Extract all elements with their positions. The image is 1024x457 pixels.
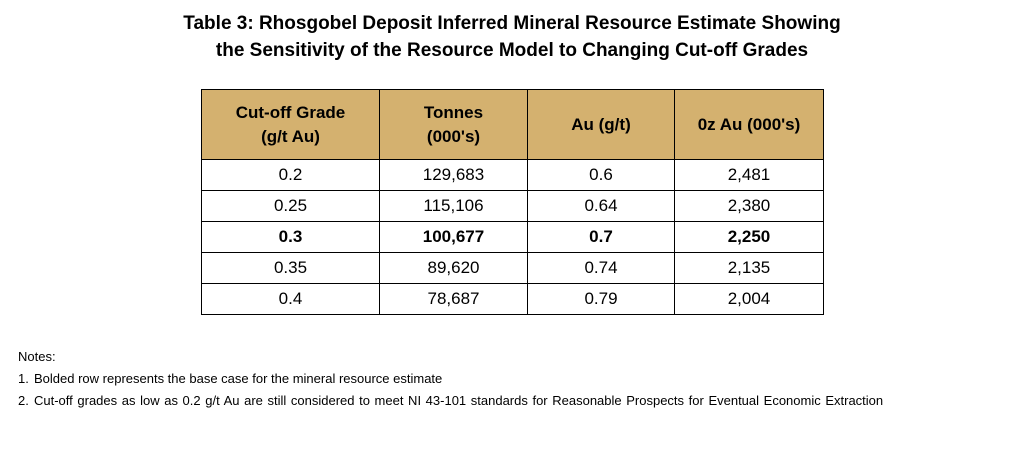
cell-cutoff: 0.3: [201, 221, 380, 253]
cell-au: 0.6: [527, 159, 675, 191]
cell-cutoff: 0.4: [201, 283, 380, 315]
table-row: 0.35 89,620 0.74 2,135: [201, 252, 824, 284]
cell-oz: 2,135: [674, 252, 824, 284]
table-title: Table 3: Rhosgobel Deposit Inferred Mine…: [0, 10, 1024, 64]
cell-au: 0.74: [527, 252, 675, 284]
cell-tonnes: 115,106: [379, 190, 528, 222]
cell-tonnes: 89,620: [379, 252, 528, 284]
header-tonnes-line-1: Tonnes: [423, 102, 484, 122]
table-row-base-case: 0.3 100,677 0.7 2,250: [201, 221, 824, 253]
cell-cutoff: 0.35: [201, 252, 380, 284]
notes-section: Notes: 1. Bolded row represents the base…: [18, 346, 1008, 412]
note-text: Bolded row represents the base case for …: [34, 371, 443, 386]
header-au-grade: Au (g/t): [527, 89, 675, 160]
header-au-grade-line-1: Au (g/t): [571, 114, 631, 134]
note-item: 1. Bolded row represents the base case f…: [18, 368, 1008, 390]
cell-oz: 2,380: [674, 190, 824, 222]
header-cutoff-grade-line-1: Cut-off Grade: [235, 102, 346, 122]
resource-estimate-table: Cut-off Grade (g/t Au) Tonnes (000's) Au…: [201, 89, 824, 315]
notes-heading: Notes:: [18, 349, 56, 364]
header-oz-au-line-1: 0z Au (000's): [697, 114, 801, 134]
cell-cutoff: 0.2: [201, 159, 380, 191]
note-number: 2.: [18, 393, 29, 408]
header-tonnes-line-2: (000's): [426, 126, 481, 146]
note-number: 1.: [18, 371, 29, 386]
table-header-row: Cut-off Grade (g/t Au) Tonnes (000's) Au…: [201, 89, 824, 160]
table-row: 0.2 129,683 0.6 2,481: [201, 159, 824, 191]
table-title-line-1: Table 3: Rhosgobel Deposit Inferred Mine…: [183, 13, 841, 34]
cell-cutoff: 0.25: [201, 190, 380, 222]
header-cutoff-grade-line-2: (g/t Au): [261, 126, 320, 146]
cell-tonnes: 78,687: [379, 283, 528, 315]
cell-oz: 2,250: [674, 221, 824, 253]
table-row: 0.4 78,687 0.79 2,004: [201, 283, 824, 315]
cell-au: 0.64: [527, 190, 675, 222]
cell-tonnes: 129,683: [379, 159, 528, 191]
cell-au: 0.7: [527, 221, 675, 253]
cell-oz: 2,481: [674, 159, 824, 191]
header-oz-au: 0z Au (000's): [674, 89, 824, 160]
table-title-line-2: the Sensitivity of the Resource Model to…: [215, 40, 809, 61]
table-row: 0.25 115,106 0.64 2,380: [201, 190, 824, 222]
header-tonnes: Tonnes (000's): [379, 89, 528, 160]
cell-au: 0.79: [527, 283, 675, 315]
header-cutoff-grade: Cut-off Grade (g/t Au): [201, 89, 380, 160]
cell-oz: 2,004: [674, 283, 824, 315]
note-item: 2. Cut-off grades as low as 0.2 g/t Au a…: [18, 390, 1008, 412]
note-text: Cut-off grades as low as 0.2 g/t Au are …: [34, 393, 884, 408]
cell-tonnes: 100,677: [379, 221, 528, 253]
